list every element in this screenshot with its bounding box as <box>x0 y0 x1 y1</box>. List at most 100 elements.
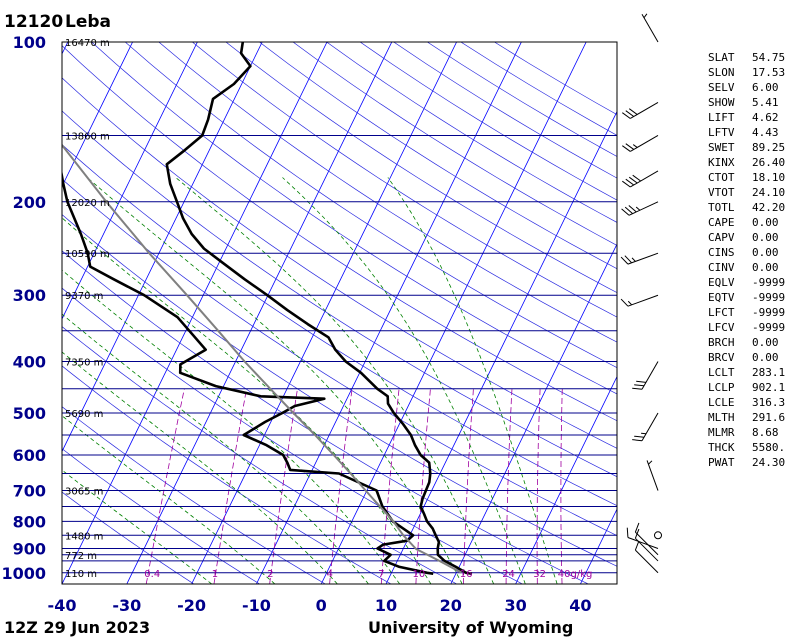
isotherm-line <box>0 42 3 584</box>
height-label: 9370 m <box>65 291 103 302</box>
index-value: 18.10 <box>752 171 786 184</box>
temperature-tick-label: 10 <box>375 596 397 615</box>
wind-barb <box>626 527 659 549</box>
moist-adiabat-line <box>175 177 495 584</box>
height-label: 12020 m <box>65 198 110 209</box>
isotherm-line <box>62 42 328 584</box>
sounding-time: 12Z 29 Jun 2023 <box>4 618 151 637</box>
temperature-tick-label: 40 <box>569 596 591 615</box>
index-key: LCLT <box>708 366 735 379</box>
pressure-tick-label: 200 <box>13 193 46 212</box>
isotherm-line <box>62 42 133 188</box>
stability-indices: SLAT 54.75 SLON 17.53 SELV 6.00 SHOW 5.41 LIFT 4.… <box>708 50 785 470</box>
mixing-ratio-label: 7 <box>378 569 384 580</box>
index-row: SLAT 54.75 <box>708 50 785 65</box>
dry-adiabat-line <box>158 42 617 343</box>
index-row: SELV 6.00 <box>708 80 785 95</box>
temperature-tick-label: 30 <box>504 596 526 615</box>
mixing-ratio-label: 4 <box>327 569 333 580</box>
index-key: SLON <box>708 66 735 79</box>
dry-adiabat-line <box>62 365 392 584</box>
wind-barb <box>654 531 662 540</box>
index-value: 5580. <box>752 441 786 454</box>
index-key: SLAT <box>708 51 735 64</box>
index-key: BRCH <box>708 336 735 349</box>
moist-adiabat-line <box>87 177 463 584</box>
index-key: MLTH <box>708 411 735 424</box>
index-row: KINX 26.40 <box>708 155 785 170</box>
pressure-tick-label: 700 <box>13 482 46 501</box>
isotherm-line <box>385 110 617 584</box>
index-key: PWAT <box>708 456 735 469</box>
index-key: LFTV <box>708 126 735 139</box>
index-key: LCLE <box>708 396 735 409</box>
index-value: 0.00 <box>752 231 779 244</box>
index-key: CINS <box>708 246 735 259</box>
index-row: CAPV 0.00 <box>708 230 785 245</box>
temperature-tick-label: -40 <box>48 596 77 615</box>
index-value: 8.68 <box>752 426 779 439</box>
pressure-tick-label: 800 <box>13 512 46 531</box>
wind-barb <box>641 13 659 43</box>
dry-adiabat-line <box>62 214 617 567</box>
index-row: TOTL 42.20 <box>708 200 785 215</box>
height-label: 13860 m <box>65 131 110 142</box>
temperature-tick-label: 0 <box>316 596 327 615</box>
index-key: CAPV <box>708 231 735 244</box>
dry-adiabat-line <box>124 42 617 369</box>
mixing-ratio-label: 32 <box>533 569 546 580</box>
index-row: LCLT 283.1 <box>708 365 785 380</box>
index-row: EQLV -9999 <box>708 275 785 290</box>
index-row: MLMR 8.68 <box>708 425 785 440</box>
index-row: CTOT 18.10 <box>708 170 785 185</box>
index-key: VTOT <box>708 186 735 199</box>
station-id: 12120 <box>4 12 64 32</box>
pressure-tick-label: 100 <box>13 33 46 52</box>
index-value: 24.30 <box>752 456 786 469</box>
index-row: BRCH 0.00 <box>708 335 785 350</box>
mixing-ratio-label: 10 <box>412 569 425 580</box>
index-key: BRCV <box>708 351 735 364</box>
height-label: 110 m <box>65 569 97 580</box>
index-row: PWAT 24.30 <box>708 455 785 470</box>
index-value: 291.6 <box>752 411 786 424</box>
index-row: LIFT 4.62 <box>708 110 785 125</box>
index-value: 5.41 <box>752 96 779 109</box>
moist-adiabat-line <box>62 217 432 584</box>
temperature-tick-label: -10 <box>242 596 271 615</box>
plot-area <box>0 42 617 584</box>
isotherm-line <box>126 42 393 584</box>
index-value: 902.1 <box>752 381 786 394</box>
mixing-ratio-label: 1 <box>212 569 218 580</box>
station-name: Leba <box>65 12 112 32</box>
index-row: CINV 0.00 <box>708 260 785 275</box>
height-label: 3065 m <box>65 487 103 498</box>
pressure-tick-label: 1000 <box>1 564 46 583</box>
height-label: 1480 m <box>65 531 103 542</box>
height-label: 5690 m <box>65 409 103 420</box>
index-value: 283.1 <box>752 366 786 379</box>
index-row: LFCT -9999 <box>708 305 785 320</box>
pressure-tick-label: 500 <box>13 404 46 423</box>
dry-adiabat-line <box>62 178 617 536</box>
isotherm-line <box>515 375 617 584</box>
index-key: LFCV <box>708 321 735 334</box>
dry-adiabat-line <box>62 491 195 584</box>
moist-adiabat-line <box>62 313 369 584</box>
index-key: LIFT <box>708 111 735 124</box>
index-value: 24.10 <box>752 186 786 199</box>
index-row: EQTV -9999 <box>708 290 785 305</box>
mixing-ratio-label: 0.4 <box>144 569 160 580</box>
index-row: SLON 17.53 <box>708 65 785 80</box>
moist-adiabat-line <box>62 469 212 584</box>
index-key: SWET <box>708 141 735 154</box>
index-key: EQTV <box>708 291 735 304</box>
index-key: CAPE <box>708 216 735 229</box>
index-value: 6.00 <box>752 81 779 94</box>
dry-adiabat-line <box>225 42 617 294</box>
dry-adiabat-line <box>62 77 617 449</box>
index-row: LFTV 4.43 <box>708 125 785 140</box>
temperature-tick-label: 20 <box>440 596 462 615</box>
index-key: THCK <box>708 441 735 454</box>
